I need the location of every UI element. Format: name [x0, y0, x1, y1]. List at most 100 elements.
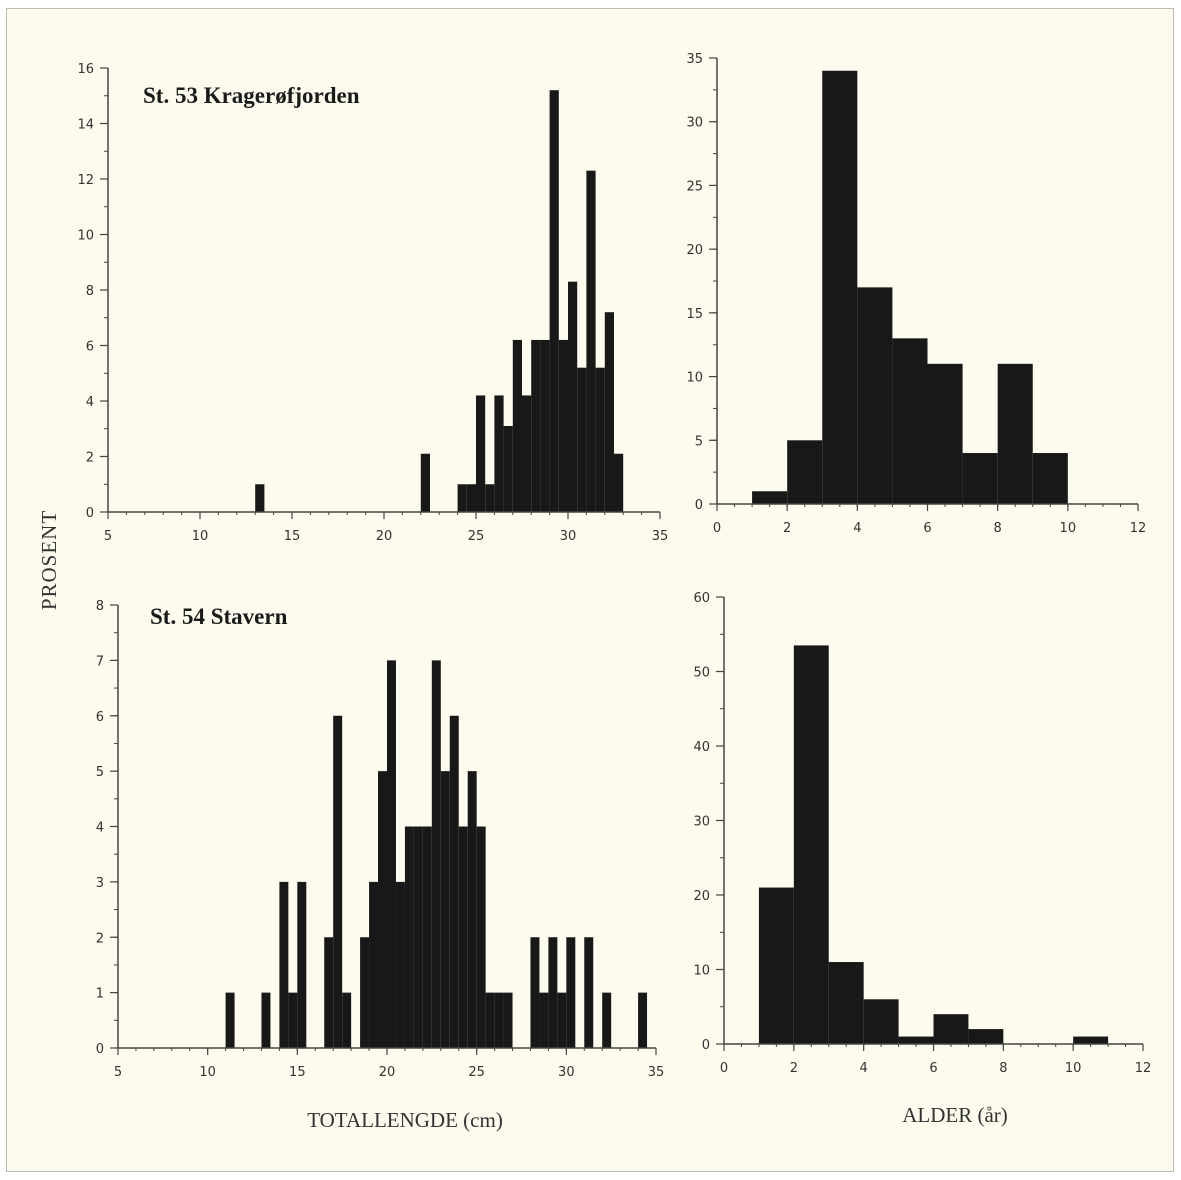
chart-kragero-length: 5 10 15 20 25 30 35 0 2 4 6 8 10 12 14 16 St. 53 Kragerø…	[77, 62, 668, 544]
y-tick-label: 25	[686, 179, 703, 194]
y-tick-label: 6	[86, 340, 94, 355]
bar-stavern-length-16	[431, 660, 441, 1049]
x-tick-label: 15	[284, 529, 301, 544]
bar-kragero-length-11	[540, 339, 550, 512]
y-tick-label: 50	[693, 666, 710, 681]
y-tick-label: 12	[77, 173, 94, 188]
panel-title-kragero-length: St. 53 Kragerøfjorden	[143, 83, 360, 108]
bar-stavern-length-6	[333, 715, 343, 1048]
x-tick-label: 30	[560, 529, 577, 544]
y-tick-label: 20	[693, 889, 710, 904]
bar-stavern-length-8	[360, 937, 370, 1048]
chart-stavern-age: 0 2 4 6 8 10 12 0 10 20 30 40 50 60	[693, 591, 1151, 1076]
y-tick-label: 10	[693, 964, 710, 979]
x-tick-label: 20	[376, 529, 393, 544]
bar-stavern-length-25	[530, 937, 540, 1048]
panel-title-stavern-length: St. 54 Stavern	[150, 604, 288, 629]
bar-stavern-length-7	[342, 992, 352, 1049]
bar-kragero-length-2	[457, 484, 467, 512]
bar-kragero-length-9	[522, 395, 532, 512]
bar-kragero-length-14	[568, 281, 578, 512]
bar-stavern-length-31	[602, 992, 612, 1049]
bar-stavern-age-3	[863, 999, 899, 1044]
x-tick-label: 12	[1130, 521, 1147, 536]
x-tick-label: 4	[860, 1061, 868, 1076]
bar-kragero-age-5	[927, 363, 963, 504]
bar-stavern-length-11	[387, 660, 396, 1049]
bar-stavern-length-4	[297, 881, 307, 1049]
y-tick-label: 8	[86, 284, 94, 299]
bar-kragero-length-1	[420, 453, 430, 512]
bar-kragero-length-18	[604, 312, 614, 512]
bar-stavern-age-1	[793, 645, 829, 1044]
bar-stavern-length-26	[539, 992, 549, 1049]
x-axis-label-length: TOTALLENGDE (cm)	[307, 1108, 503, 1132]
bar-kragero-length-17	[595, 367, 605, 512]
y-tick-label: 16	[77, 62, 94, 77]
bar-kragero-length-19	[614, 453, 624, 512]
bar-stavern-length-9	[369, 881, 379, 1049]
y-tick-label: 8	[96, 599, 104, 614]
bar-kragero-length-8	[512, 339, 522, 512]
chart-stavern-length: 5 10 15 20 25 30 35 0 1 2 3 4 5 6 7 8 St. 54 Stavern	[96, 599, 665, 1080]
bar-kragero-age-3	[857, 287, 893, 504]
y-tick-label: 10	[77, 229, 94, 244]
bar-stavern-length-21	[476, 826, 486, 1048]
y-tick-label: 5	[695, 434, 703, 449]
x-tick-label: 20	[379, 1065, 396, 1080]
bar-stavern-length-27	[548, 937, 558, 1048]
x-tick-label: 8	[994, 521, 1002, 536]
bar-stavern-length-14	[413, 826, 423, 1048]
x-tick-label: 15	[289, 1065, 306, 1080]
bar-stavern-age-4	[898, 1036, 934, 1044]
bar-stavern-length-19	[458, 826, 468, 1048]
bar-stavern-length-5	[324, 937, 334, 1048]
x-tick-label: 10	[1060, 521, 1077, 536]
bar-stavern-length-28	[557, 992, 567, 1049]
bar-kragero-age-8	[1032, 453, 1068, 504]
bar-stavern-age-7	[1073, 1036, 1109, 1044]
chart-kragero-age: 0 2 4 6 8 10 12 0 5 10 15 20 25 30 35	[686, 52, 1146, 536]
y-tick-label: 6	[96, 710, 104, 725]
y-tick-label: 5	[96, 765, 104, 780]
bar-kragero-length-7	[503, 425, 513, 512]
bar-kragero-length-10	[531, 339, 541, 512]
x-tick-label: 12	[1135, 1061, 1152, 1076]
bar-stavern-age-5	[933, 1014, 969, 1044]
y-tick-label: 30	[686, 116, 703, 131]
y-tick-label: 30	[693, 815, 710, 830]
y-tick-label: 15	[686, 307, 703, 322]
bar-stavern-age-2	[828, 962, 864, 1044]
x-tick-label: 8	[999, 1061, 1007, 1076]
bar-kragero-length-15	[577, 367, 587, 512]
x-tick-label: 10	[192, 529, 209, 544]
x-tick-label: 0	[713, 521, 721, 536]
y-tick-label: 3	[96, 876, 104, 891]
y-tick-label: 0	[702, 1038, 710, 1053]
y-tick-label: 60	[693, 591, 710, 606]
bar-stavern-length-23	[494, 992, 504, 1049]
y-tick-label: 4	[86, 395, 94, 410]
y-tick-label: 1	[96, 987, 104, 1002]
bar-stavern-length-3	[288, 992, 298, 1049]
x-tick-label: 35	[648, 1065, 665, 1080]
bar-kragero-length-4	[476, 395, 486, 512]
y-tick-label: 2	[86, 451, 94, 466]
x-tick-label: 4	[853, 521, 861, 536]
y-tick-label: 40	[693, 740, 710, 755]
y-tick-label: 0	[695, 498, 703, 513]
bar-stavern-length-30	[584, 937, 594, 1048]
x-axis-label-age: ALDER (år)	[902, 1103, 1008, 1127]
bar-stavern-length-29	[566, 937, 576, 1048]
bar-kragero-length-3	[466, 484, 476, 512]
bar-stavern-length-2	[279, 881, 289, 1049]
bar-kragero-length-0	[255, 484, 265, 512]
bar-stavern-length-1	[261, 992, 271, 1049]
y-tick-label: 2	[96, 931, 104, 946]
bar-kragero-length-6	[494, 395, 504, 512]
bar-stavern-length-17	[440, 771, 450, 1049]
bar-stavern-length-0	[225, 992, 235, 1049]
bar-kragero-length-13	[558, 339, 568, 512]
bar-kragero-age-4	[892, 338, 928, 504]
x-tick-label: 30	[558, 1065, 575, 1080]
